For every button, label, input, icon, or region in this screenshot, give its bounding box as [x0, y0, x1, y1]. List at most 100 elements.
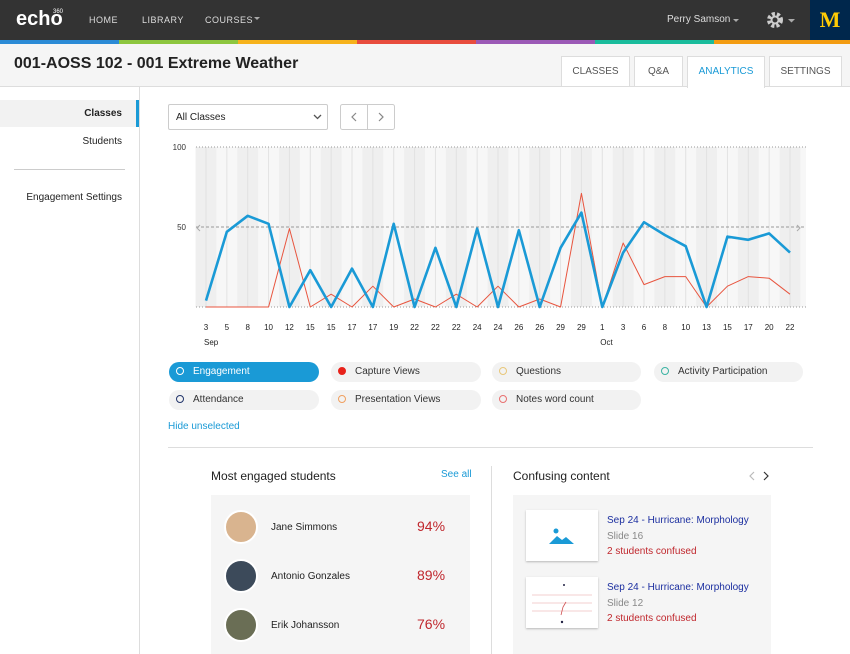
month-label: Oct: [600, 338, 613, 347]
legend-item[interactable]: Attendance: [169, 390, 319, 410]
caret: [254, 17, 260, 23]
tab[interactable]: SETTINGS: [769, 56, 842, 86]
x-tick-label: 19: [389, 323, 398, 332]
legend-item[interactable]: Presentation Views: [331, 390, 481, 410]
x-tick-label: 24: [494, 323, 503, 332]
logo[interactable]: echo: [16, 8, 63, 30]
x-tick-label: 5: [225, 323, 230, 332]
content-note: 2 students confused: [607, 546, 697, 557]
pager-arrows[interactable]: [748, 470, 770, 482]
legend-label: Activity Participation: [678, 366, 768, 377]
y-tick-label: 50: [177, 223, 186, 232]
x-tick-label: 26: [535, 323, 544, 332]
section-rule: [168, 447, 813, 448]
sidebar-item[interactable]: Students: [82, 136, 122, 147]
x-tick-label: 15: [306, 323, 315, 332]
nav-item[interactable]: COURSES: [205, 15, 254, 25]
legend-label: Presentation Views: [355, 394, 441, 405]
caret: [733, 19, 739, 25]
x-tick-label: 24: [473, 323, 482, 332]
hide-link[interactable]: Hide unselected: [168, 421, 240, 432]
legend-swatch: [499, 395, 507, 403]
x-tick-label: 1: [600, 323, 605, 332]
tab[interactable]: Q&A: [634, 56, 683, 86]
chevron: [313, 114, 322, 120]
badge: M: [810, 0, 850, 40]
image-icon: [549, 528, 574, 544]
student-name[interactable]: Jane Simmons: [271, 522, 338, 533]
nav-item[interactable]: LIBRARY: [142, 15, 184, 25]
x-tick-label: 17: [348, 323, 357, 332]
course-title: 001-AOSS 102 - 001 Extreme Weather: [14, 55, 299, 72]
pager[interactable]: [340, 104, 396, 131]
logo-sup: 360: [53, 9, 64, 15]
panel-divider: [491, 466, 492, 654]
thumbnail[interactable]: [526, 510, 598, 561]
legend-swatch: [499, 367, 507, 375]
x-tick-label: 8: [245, 323, 250, 332]
legend-swatch: [176, 367, 184, 375]
x-tick-label: 12: [285, 323, 294, 332]
legend-item[interactable]: Notes word count: [492, 390, 641, 410]
color-stripe: [0, 40, 850, 44]
sidebar-item[interactable]: Classes: [84, 108, 122, 119]
x-tick-label: 22: [452, 323, 461, 332]
x-tick-label: 26: [514, 323, 523, 332]
student-name[interactable]: Antonio Gonzales: [271, 571, 350, 582]
legend-item[interactable]: Activity Participation: [654, 362, 803, 382]
sidebar-item[interactable]: Engagement Settings: [26, 192, 122, 203]
y-tick-label: 100: [173, 143, 187, 152]
avatar: [224, 559, 258, 593]
content-slide: Slide 16: [607, 531, 644, 542]
thumbnail[interactable]: [526, 577, 598, 628]
legend-swatch: [338, 367, 346, 375]
x-tick-label: 3: [621, 323, 626, 332]
panel-title: Confusing content: [513, 469, 610, 483]
legend-item[interactable]: Engagement: [169, 362, 319, 382]
student-score: 76%: [417, 616, 446, 632]
top-bar: echo 360 HOME LIBRARY COURSES Perry Sams…: [0, 0, 850, 40]
legend-label: Capture Views: [355, 366, 420, 377]
filter-dropdown[interactable]: All Classes: [168, 104, 328, 130]
slide-preview: [532, 584, 592, 624]
series-line: [204, 211, 791, 309]
x-tick-label: 29: [577, 323, 586, 332]
x-tick-label: 22: [410, 323, 419, 332]
x-tick-label: 13: [702, 323, 711, 332]
student-score: 94%: [417, 518, 446, 534]
tab[interactable]: CLASSES: [561, 56, 630, 86]
x-tick-label: 3: [204, 323, 209, 332]
x-tick-label: 22: [431, 323, 440, 332]
x-tick-label: 22: [786, 323, 795, 332]
x-tick-label: 8: [663, 323, 668, 332]
legend-swatch: [176, 395, 184, 403]
see-all[interactable]: See all: [441, 469, 472, 480]
content-title[interactable]: Sep 24 - Hurricane: Morphology: [607, 582, 749, 593]
sidebar-divider: [139, 86, 140, 654]
sidebar-rule: [14, 169, 125, 170]
nav-item[interactable]: HOME: [89, 15, 118, 25]
legend-swatch: [661, 367, 669, 375]
chart: 50 100 3 Sep 5 8 10 12 15 15 17 17 19 22 22 22 24 24 26 26 2…: [173, 143, 806, 347]
student-score: 89%: [417, 567, 446, 583]
x-tick-label: 10: [681, 323, 690, 332]
legend-label: Attendance: [193, 394, 244, 405]
x-tick-label: 10: [264, 323, 273, 332]
legend-item[interactable]: Capture Views: [331, 362, 481, 382]
student-name[interactable]: Erik Johansson: [271, 620, 340, 631]
x-tick-label: 29: [556, 323, 565, 332]
x-tick-label: 6: [642, 323, 647, 332]
user-name[interactable]: Perry Samson: [667, 14, 731, 25]
legend-label: Questions: [516, 366, 562, 377]
content-title[interactable]: Sep 24 - Hurricane: Morphology: [607, 515, 749, 526]
legend-label: Engagement: [193, 366, 250, 377]
legend-item[interactable]: Questions: [492, 362, 641, 382]
scroll-left: [196, 224, 201, 232]
sidebar-active: [0, 100, 139, 127]
tab-active[interactable]: ANALYTICS: [687, 56, 765, 88]
panel-title: Most engaged students: [211, 469, 336, 483]
gear[interactable]: [766, 11, 796, 29]
content-slide: Slide 12: [607, 598, 644, 609]
avatar: [224, 608, 258, 642]
